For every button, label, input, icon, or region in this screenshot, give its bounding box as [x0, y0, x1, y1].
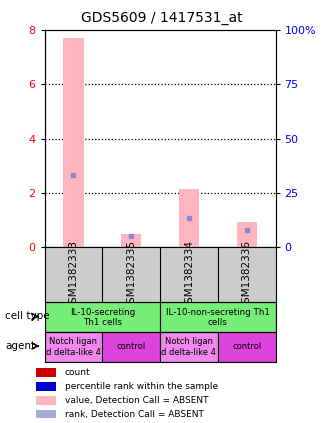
Bar — [121, 234, 141, 247]
Bar — [36, 396, 56, 405]
Text: Notch ligan
d delta-like 4: Notch ligan d delta-like 4 — [46, 337, 101, 357]
Text: IL-10-non-secreting Th1
cells: IL-10-non-secreting Th1 cells — [166, 308, 270, 327]
Bar — [237, 222, 257, 247]
Text: GDS5609 / 1417531_at: GDS5609 / 1417531_at — [81, 11, 243, 25]
Text: value, Detection Call = ABSENT: value, Detection Call = ABSENT — [65, 396, 209, 405]
Text: Notch ligan
d delta-like 4: Notch ligan d delta-like 4 — [161, 337, 216, 357]
Text: cell type: cell type — [5, 311, 50, 321]
Text: GSM1382335: GSM1382335 — [126, 240, 136, 310]
Bar — [36, 382, 56, 391]
Text: GSM1382333: GSM1382333 — [68, 240, 79, 310]
Bar — [45, 302, 160, 332]
Bar — [36, 409, 56, 418]
Bar — [63, 38, 83, 247]
Bar — [179, 189, 199, 247]
Text: GSM1382334: GSM1382334 — [184, 240, 194, 310]
Text: control: control — [116, 342, 146, 352]
Text: agent: agent — [5, 341, 35, 351]
Bar — [102, 332, 160, 362]
Bar — [45, 332, 102, 362]
Text: control: control — [232, 342, 261, 352]
Bar — [218, 332, 276, 362]
Bar — [160, 302, 276, 332]
Text: GSM1382336: GSM1382336 — [242, 240, 252, 310]
Bar — [36, 368, 56, 377]
Text: percentile rank within the sample: percentile rank within the sample — [65, 382, 218, 391]
Bar — [160, 332, 218, 362]
Text: IL-10-secreting
Th1 cells: IL-10-secreting Th1 cells — [70, 308, 135, 327]
Text: rank, Detection Call = ABSENT: rank, Detection Call = ABSENT — [65, 409, 204, 418]
Text: count: count — [65, 368, 90, 377]
